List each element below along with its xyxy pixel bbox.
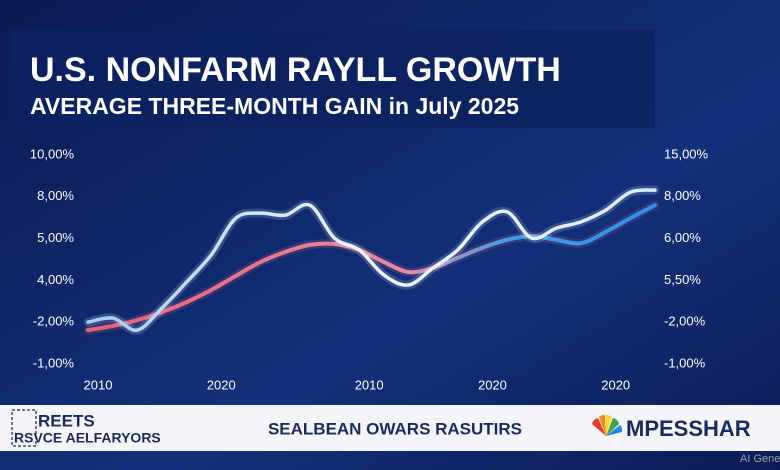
logo-text: RSVCE AELFARYORS <box>14 430 161 446</box>
peacock-logo <box>592 414 623 436</box>
y2-tick-label: 8,00% <box>664 188 701 203</box>
y-tick-label: -2,00% <box>33 314 75 329</box>
x-tick-label: 2010 <box>84 377 113 392</box>
logo-text: REETS <box>38 411 95 430</box>
brand-text: MPESSHAR <box>626 416 751 441</box>
y2-tick-label: -1,00% <box>664 355 706 370</box>
y2-tick-label: -2,00% <box>664 314 706 329</box>
series-line <box>86 188 657 332</box>
y-tick-label: 4,00% <box>37 272 74 287</box>
y-tick-label: -1,00% <box>33 355 75 370</box>
x-tick-label: 2020 <box>207 377 236 392</box>
watermark: AI Genera <box>740 453 780 465</box>
y2-tick-label: 15,00% <box>664 146 709 161</box>
y-tick-label: 5,00% <box>37 230 74 245</box>
x-tick-label: 2010 <box>355 377 384 392</box>
footer-bar <box>0 405 780 451</box>
title-box <box>10 30 655 128</box>
ticker-text: SEALBEAN OWARS RASUTIRS <box>268 419 522 438</box>
y-tick-label: 10,00% <box>30 146 75 161</box>
y2-tick-label: 6,00% <box>664 230 701 245</box>
y-tick-label: 8,00% <box>37 188 74 203</box>
y2-tick-label: 5,50% <box>664 272 701 287</box>
series-line <box>86 203 657 333</box>
x-tick-label: 2020 <box>478 377 507 392</box>
logo-icon <box>11 409 37 447</box>
plot: 10,00% 8,00% 5,00% 4,00% -2,00% -1,00% 15,00% 8… <box>30 146 709 392</box>
chart-title: U.S. NONFARM RAYLL GROWTH <box>30 51 561 89</box>
x-tick-label: 2020 <box>601 377 630 392</box>
chart-subtitle: AVERAGE THREE-MONTH GAIN in July 2025 <box>30 93 519 119</box>
